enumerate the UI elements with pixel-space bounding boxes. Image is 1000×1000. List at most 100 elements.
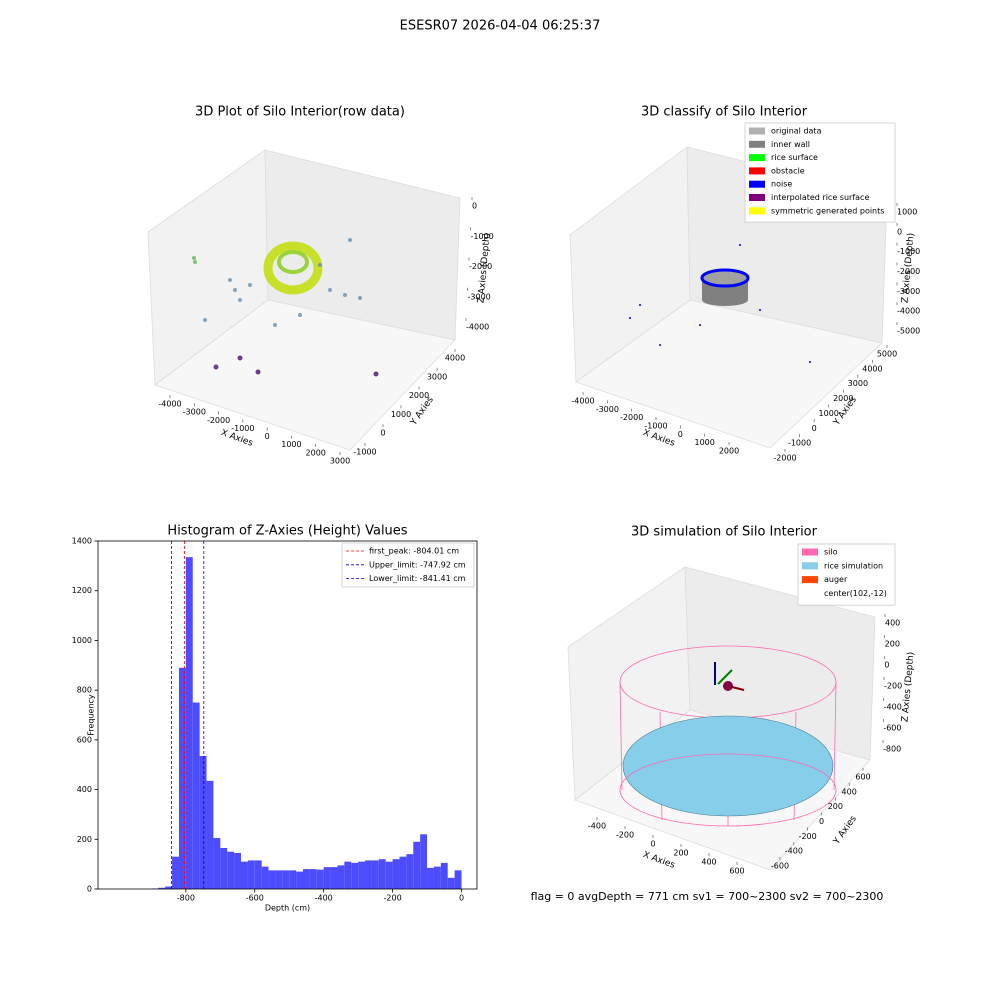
x-tick-label: -3000	[183, 408, 206, 417]
bar	[199, 756, 207, 889]
x-tick-label: -4000	[158, 400, 181, 409]
chart-title: Histogram of Z-Axies (Height) Values	[167, 524, 407, 539]
y-tick-label: 800	[77, 686, 92, 695]
y-tick-label: 200	[828, 802, 843, 811]
legend-swatch	[802, 562, 818, 570]
y-tick-label: -600	[771, 862, 789, 871]
legend-swatch	[749, 207, 765, 215]
bar	[206, 780, 214, 889]
x-tick-label: -2000	[620, 413, 643, 422]
y-tick-label: 4000	[445, 354, 465, 363]
bar	[261, 866, 269, 889]
legend-label: rice surface	[771, 153, 818, 162]
bar	[227, 851, 235, 889]
x-tick-label: 1000	[694, 438, 714, 447]
x-tick-label: 0	[650, 840, 655, 849]
panes-4	[567, 566, 876, 871]
y-tick-label: -2000	[773, 454, 796, 463]
y-tick-label: -400	[785, 847, 803, 856]
x-tick-label: -400	[315, 894, 333, 903]
legend-label: center(102,-12)	[824, 589, 887, 598]
x-axis-label: Depth (cm)	[265, 904, 310, 913]
x-tick-label: 0	[459, 894, 464, 903]
z-tick-label: -5000	[897, 327, 920, 336]
bar	[454, 870, 462, 889]
z-tick-label: -200	[884, 682, 902, 691]
x-tick-label: 0	[678, 430, 683, 439]
y-tick-label: 0	[812, 424, 817, 433]
y-tick-label: 200	[77, 835, 92, 844]
bar	[220, 847, 228, 889]
x-tick-label: -200	[384, 894, 402, 903]
z-tick-label: -800	[883, 745, 901, 754]
bar	[337, 865, 345, 889]
z-tick-label: 0	[884, 661, 889, 670]
z-tick-label: -600	[883, 724, 901, 733]
z-tick-label: 0	[897, 227, 902, 236]
x-tick-label: 2000	[306, 448, 326, 457]
bar	[323, 867, 331, 889]
bar	[268, 870, 276, 889]
y-axis-label: Frequency	[87, 694, 96, 736]
legend-label: auger	[824, 575, 848, 584]
bar	[344, 861, 352, 889]
bar	[392, 859, 400, 889]
x-axis-label: X Axies	[641, 428, 676, 449]
y-tick-label: 3000	[427, 372, 447, 381]
x-tick-label: -800	[177, 894, 195, 903]
y-tick-label: -200	[799, 832, 817, 841]
panes-1	[147, 149, 461, 451]
bar	[399, 856, 407, 889]
bar	[296, 871, 304, 889]
y-tick-label: 1000	[391, 410, 411, 419]
bar	[358, 861, 366, 889]
bar	[185, 557, 193, 889]
y-tick-label: 1200	[72, 586, 92, 595]
x-tick-label: -3000	[596, 405, 619, 414]
bar	[213, 838, 221, 889]
x-tick-label: 3000	[330, 457, 350, 466]
y-tick-label: 2000	[833, 394, 853, 403]
x-tick-label: -200	[616, 831, 634, 840]
y-tick-label: -1000	[353, 448, 376, 457]
z-tick-label: -400	[884, 703, 902, 712]
z-tick-label: 400	[885, 619, 900, 628]
bar	[440, 862, 448, 889]
bar	[378, 859, 386, 889]
bar	[420, 834, 428, 889]
legend-label: Lower_limit: -841.41 cm	[369, 574, 466, 583]
x-tick-label: 2000	[719, 447, 739, 456]
y-tick-label: 3000	[848, 379, 868, 388]
legend-label: first_peak: -804.01 cm	[369, 547, 459, 556]
z-tick-label: 0	[472, 202, 477, 211]
bar	[234, 852, 241, 889]
plot-frame	[97, 540, 478, 890]
bar	[406, 854, 414, 889]
z-tick-label: -4000	[897, 307, 920, 316]
legend-swatch	[749, 180, 765, 188]
x-tick-label: 0	[265, 432, 270, 441]
z-tick-label: 200	[885, 640, 900, 649]
legend-label: Upper_limit: -747.92 cm	[369, 560, 466, 569]
legend-label: silo	[824, 548, 838, 557]
y-tick-label: 400	[77, 785, 92, 794]
y-axis-label: Y Axies	[831, 814, 859, 847]
y-tick-label: 0	[380, 429, 385, 438]
x-tick-label: 200	[673, 849, 688, 858]
bar	[309, 869, 317, 889]
bar	[165, 886, 173, 889]
y-tick-label: 600	[855, 773, 870, 782]
bar	[433, 866, 441, 889]
z-axis-label: Z Axies (Depth)	[900, 651, 916, 722]
bar	[289, 870, 297, 889]
legend-label: rice simulation	[824, 561, 883, 570]
bar	[275, 870, 283, 889]
legend-swatch	[749, 194, 765, 201]
bar	[178, 667, 186, 889]
bar	[427, 867, 434, 889]
status-text: flag = 0 avgDepth = 771 cm sv1 = 700~230…	[531, 890, 884, 903]
legend-label: obstacle	[771, 166, 805, 175]
bar	[365, 860, 372, 889]
y-tick-label: 600	[77, 735, 92, 744]
